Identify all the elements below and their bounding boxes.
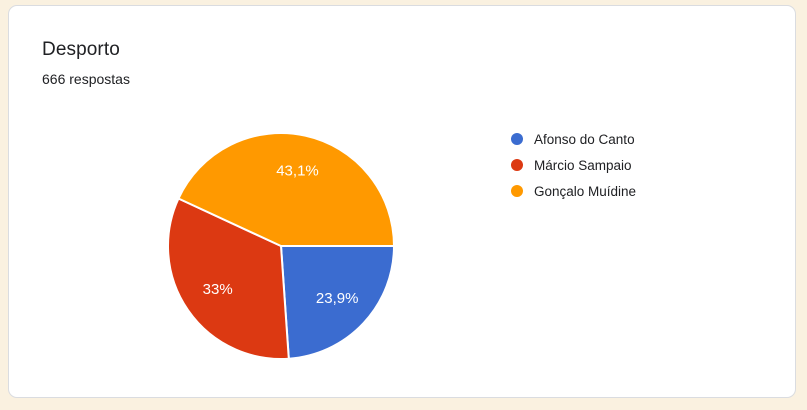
legend-swatch-icon <box>511 159 523 171</box>
pie-slice-1[interactable] <box>280 245 395 360</box>
question-summary-card: Desporto 666 respostas <box>8 5 796 398</box>
legend-item: Afonso do Canto <box>511 126 636 152</box>
question-title: Desporto <box>42 39 120 60</box>
chart-legend: Afonso do Canto Márcio Sampaio Gonçalo Muí… <box>511 126 636 204</box>
legend-label: Gonçalo Muídine <box>534 183 637 199</box>
pie-slice-3[interactable] <box>177 132 395 247</box>
pie-slice-2[interactable] <box>167 197 290 360</box>
legend-swatch-icon <box>511 185 523 197</box>
legend-item: Márcio Sampaio <box>511 152 636 178</box>
legend-label: Afonso do Canto <box>534 131 635 147</box>
legend-item: Gonçalo Muídine <box>511 178 636 204</box>
legend-swatch-icon <box>511 133 523 145</box>
legend-label: Márcio Sampaio <box>534 157 632 173</box>
responses-count: 666 respostas <box>42 71 130 87</box>
